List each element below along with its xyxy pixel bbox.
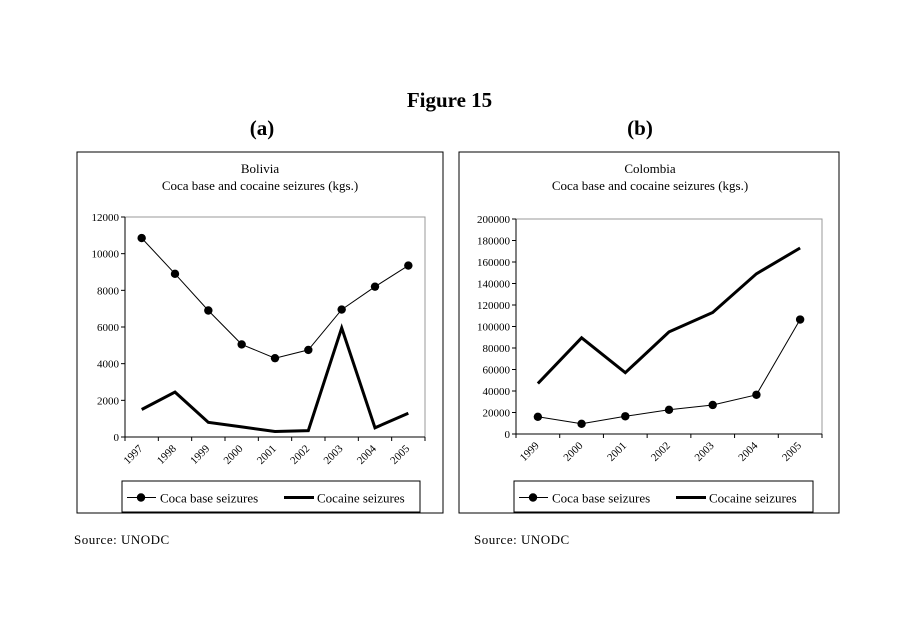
legend-label-cocaine: Cocaine seizures [317,491,405,506]
y-tick-label: 180000 [477,236,511,248]
data-point-coca-base [137,233,146,243]
chart-subtitle: Coca base and cocaine seizures (kgs.) [162,178,358,193]
data-point-coca-base [533,412,543,421]
data-point-coca-base [752,390,761,399]
data-point-coca-base [577,419,586,428]
legend-label-cocaine: Cocaine seizures [709,491,797,506]
y-tick-label: 8000 [97,285,120,297]
y-tick-label: 80000 [483,343,511,355]
legend-marker-coca-base [528,493,538,502]
series-line-cocaine [536,246,801,385]
legend: Coca base seizures Cocaine seizures [121,480,421,513]
data-point-coca-base [337,305,346,314]
y-tick-label: 4000 [97,359,120,371]
y-tick-label: 20000 [483,408,511,420]
y-tick-label: 140000 [477,279,511,291]
legend-frame [513,480,814,513]
data-point-coca-base [270,353,280,363]
data-point-coca-base [795,315,805,324]
data-point-coca-base [370,282,380,291]
panel-label-a: (a) [249,116,275,140]
y-tick-label: 200000 [477,214,511,226]
y-tick-label: 120000 [477,300,511,312]
data-point-coca-base [304,345,313,355]
source-note-b: Source: UNODC [474,532,570,547]
legend-label-coca-base: Coca base seizures [160,491,258,506]
figure-title: Figure 15 [406,88,493,112]
legend-marker-coca-base [136,493,146,502]
data-point-coca-base [404,261,413,270]
legend-frame [121,480,421,513]
source-note-a: Source: UNODC [74,532,170,547]
legend: Coca base seizures Cocaine seizures [513,480,814,513]
data-point-coca-base [664,405,674,415]
y-tick-label: 12000 [92,212,120,224]
legend-label-coca-base: Coca base seizures [552,491,650,506]
y-tick-label: 60000 [483,365,511,377]
y-tick-label: 40000 [483,386,511,398]
chart-frame [76,151,444,514]
y-tick-label: 6000 [97,322,120,334]
y-tick-label: 0 [114,432,120,444]
chart-title: Bolivia [241,161,280,176]
panel-label-b: (b) [627,116,653,140]
data-point-coca-base [708,400,717,410]
y-tick-label: 0 [505,429,511,441]
series-line-cocaine [141,323,409,434]
y-tick-label: 100000 [477,322,511,334]
data-point-coca-base [170,269,180,279]
data-point-coca-base [621,412,630,421]
y-tick-label: 160000 [477,257,511,269]
chart-bolivia: Bolivia Coca base and cocaine seizures (k… [76,151,444,514]
chart-colombia: Colombia Coca base and cocaine seizures (… [458,151,840,514]
chart-subtitle: Coca base and cocaine seizures (kgs.) [552,178,748,193]
chart-frame [458,151,840,514]
data-point-coca-base [237,340,246,349]
data-point-coca-base [204,306,213,315]
y-tick-label: 2000 [97,395,120,407]
y-tick-label: 10000 [92,249,120,261]
chart-title: Colombia [624,161,676,176]
